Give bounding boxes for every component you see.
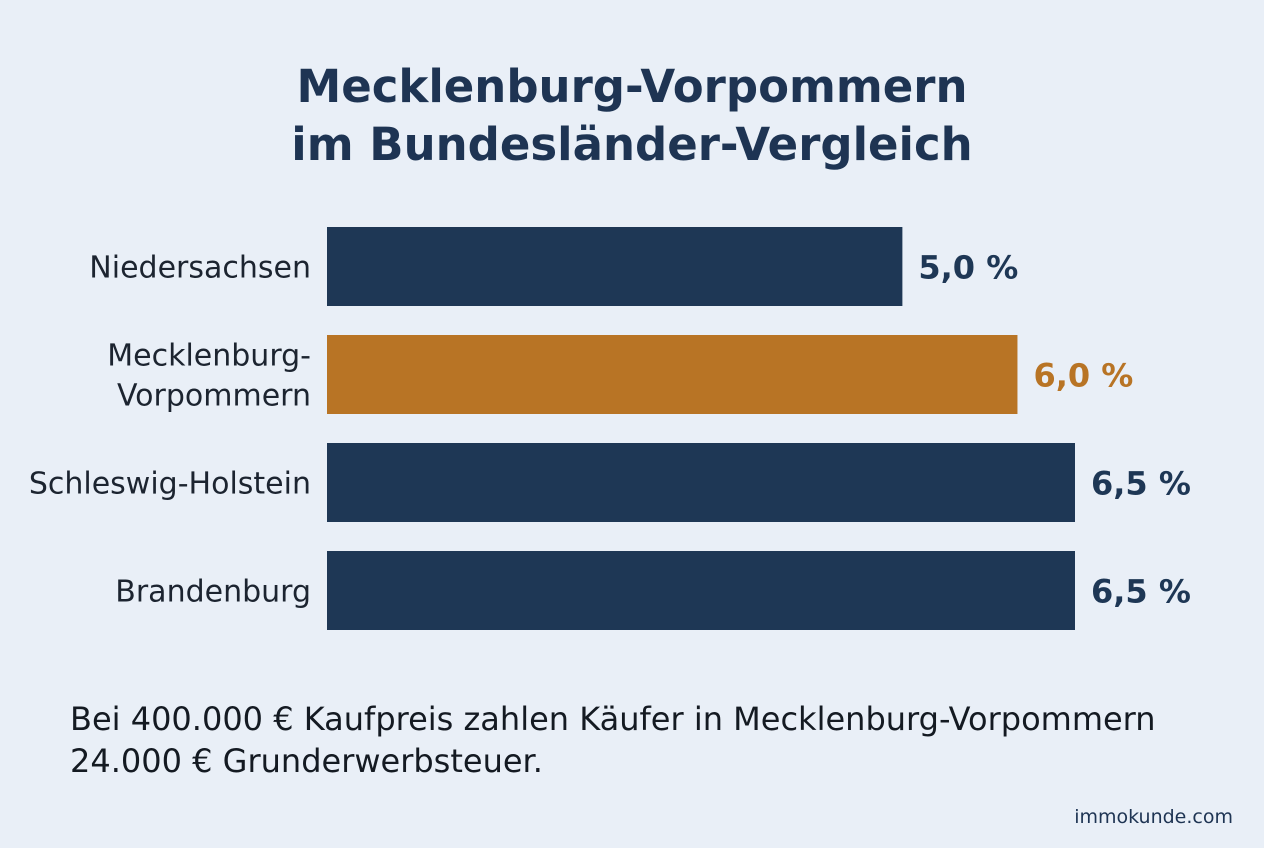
- category-label-1: Mecklenburg-Vorpommern: [107, 339, 311, 414]
- footnote: Bei 400.000 € Kaufpreis zahlen Käufer in…: [70, 698, 1220, 782]
- value-label-3: 6,5 %: [1091, 573, 1191, 611]
- category-label-2: Schleswig-Holstein: [29, 467, 311, 502]
- value-label-1: 6,0 %: [1033, 357, 1133, 395]
- footnote-line-1: Bei 400.000 € Kaufpreis zahlen Käufer in…: [70, 700, 1156, 738]
- chart-title-line-2: im Bundesländer-Vergleich: [291, 118, 973, 171]
- chart-title-line-1: Mecklenburg-Vorpommern: [296, 60, 968, 113]
- value-label-2: 6,5 %: [1091, 465, 1191, 503]
- bar-3: [327, 551, 1075, 630]
- bar-1: [327, 335, 1018, 414]
- category-label-3: Brandenburg: [115, 575, 311, 610]
- chart-title: Mecklenburg-Vorpommern im Bundesländer-V…: [0, 58, 1264, 174]
- source-label: immokunde.com: [1074, 806, 1233, 828]
- value-label-0: 5,0 %: [918, 249, 1018, 287]
- bar-0: [327, 227, 903, 306]
- bar-2: [327, 443, 1075, 522]
- category-label-0: Niedersachsen: [89, 251, 311, 286]
- footnote-line-2: 24.000 € Grunderwerbsteuer.: [70, 742, 543, 780]
